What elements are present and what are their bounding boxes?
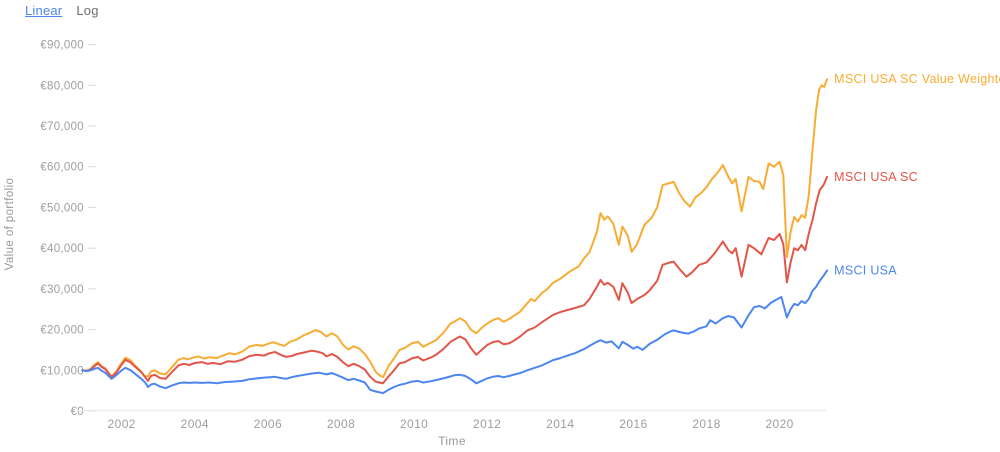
series-label-1: MSCI USA SC (834, 170, 918, 184)
series-label-0: MSCI USA SC Value Weighted (834, 72, 1000, 86)
series-line-0 (81, 78, 829, 379)
y-tick-label: €30,000 (40, 284, 84, 296)
x-axis-title: Time (438, 434, 466, 448)
x-tick-label: 2004 (181, 417, 209, 431)
x-tick-label: 2016 (619, 417, 647, 431)
x-tick-label: 2008 (327, 417, 355, 431)
x-tick-label: 2002 (108, 417, 136, 431)
x-tick-label: 2010 (400, 417, 428, 431)
x-tick-label: 2006 (254, 417, 282, 431)
y-tick-label: €20,000 (40, 325, 84, 337)
y-tick-label: €50,000 (40, 202, 84, 214)
y-tick-label: €0 (71, 406, 84, 418)
x-tick-label: 2012 (473, 417, 501, 431)
series-line-1 (81, 175, 829, 385)
y-tick-label: €10,000 (40, 365, 84, 377)
linear-scale-link[interactable]: Linear (25, 3, 63, 18)
y-tick-label: €70,000 (40, 121, 84, 133)
y-tick-label: €40,000 (40, 243, 84, 255)
log-scale-link[interactable]: Log (76, 3, 99, 18)
series-line-2 (81, 269, 829, 395)
series-label-2: MSCI USA (834, 264, 897, 278)
x-tick-label: 2014 (546, 417, 574, 431)
x-tick-label: 2018 (692, 417, 720, 431)
x-tick-label: 2020 (765, 417, 793, 431)
y-axis-title: Value of portfolio (4, 177, 16, 271)
y-tick-label: €60,000 (40, 162, 84, 174)
y-tick-label: €80,000 (40, 80, 84, 92)
scale-toggle: Linear Log (25, 3, 99, 18)
y-tick-label: €90,000 (40, 40, 84, 52)
